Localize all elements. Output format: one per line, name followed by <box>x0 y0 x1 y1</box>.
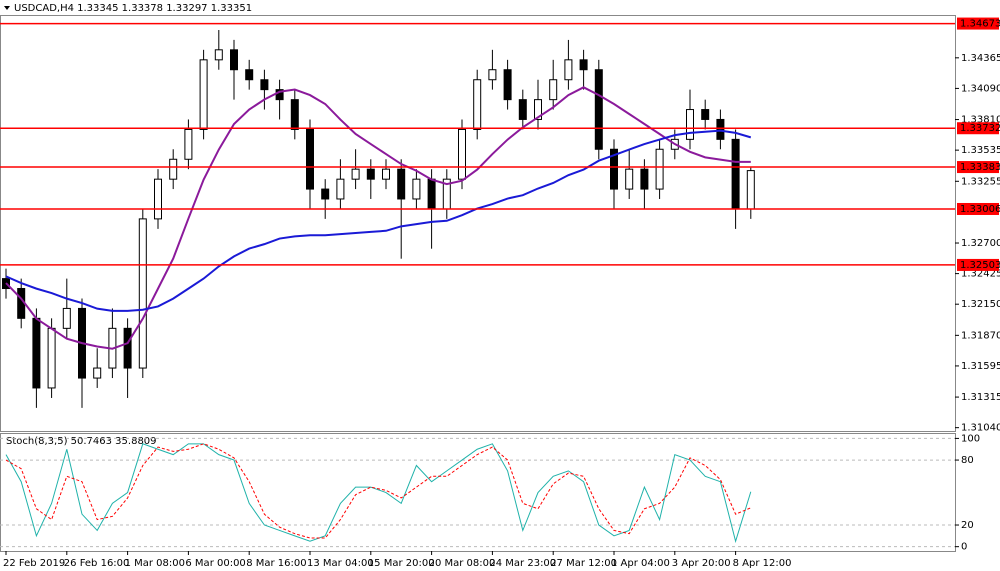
y-tick-label: 1.32150 <box>961 299 1000 310</box>
candle-body <box>518 99 527 120</box>
candle-body <box>169 158 178 180</box>
candle-body <box>123 327 132 369</box>
level-label-box <box>957 17 999 30</box>
candle-body <box>32 317 41 389</box>
x-tick-label: 26 Feb 16:00 <box>64 558 130 569</box>
candle-body <box>47 327 56 389</box>
level-label: 1.34673 <box>960 19 1000 30</box>
level-label: 1.33383 <box>960 162 1000 173</box>
level-label: 1.33732 <box>960 123 1000 134</box>
candle-body <box>154 178 162 220</box>
level-label-box <box>957 202 999 215</box>
candle-body <box>306 128 314 190</box>
y-tick-label: 1.34090 <box>961 83 1000 94</box>
y-tick-label: 1.31040 <box>961 423 1000 434</box>
candle-body <box>260 79 269 91</box>
candle-body <box>351 168 360 180</box>
candle-body <box>230 49 238 71</box>
y-tick-label: 1.34365 <box>961 53 1000 64</box>
candle-body <box>214 49 223 61</box>
level-label: 1.33006 <box>960 204 1000 215</box>
x-tick-label: 15 Mar 20:00 <box>368 558 435 569</box>
panel-title: Stoch(8,3,5) 50.7463 35.8809 <box>6 436 157 447</box>
x-tick-label: 8 Apr 12:00 <box>733 558 792 569</box>
x-tick-label: 3 Apr 20:00 <box>672 558 731 569</box>
y-tick-label: 1.33810 <box>961 115 1000 126</box>
candle-body <box>458 128 466 180</box>
candle-body <box>93 367 102 379</box>
y-tick-label: 1.32425 <box>961 269 1000 280</box>
candle-body <box>138 218 147 369</box>
candle-body <box>610 148 618 190</box>
x-tick-label: 8 Mar 16:00 <box>246 558 306 569</box>
panel-title: USDCAD,H4 1.33345 1.33378 1.33297 1.3335… <box>14 3 252 14</box>
candle-body <box>655 148 664 190</box>
candle-body <box>62 307 71 329</box>
y-tick-label: 1.31315 <box>961 392 1000 403</box>
y-tick-label: 80 <box>961 455 974 466</box>
candle-body <box>701 109 710 120</box>
y-tick-label: 1.31595 <box>961 361 1000 372</box>
y-tick-label: 1.33255 <box>961 176 1000 187</box>
candle-body <box>366 168 375 180</box>
candle-body <box>321 188 330 200</box>
candle-body <box>184 128 193 160</box>
candle-body <box>336 178 345 200</box>
level-label-box <box>957 122 999 135</box>
candle-body <box>245 69 254 81</box>
candle-body <box>397 168 406 200</box>
candle-body <box>290 99 299 130</box>
candle-body <box>594 69 603 150</box>
y-tick-label: 1.32700 <box>961 238 1000 249</box>
candle-body <box>549 79 558 101</box>
candle-body <box>625 168 634 190</box>
y-tick-label: 1.31870 <box>961 330 1000 341</box>
candle-body <box>412 178 421 200</box>
x-tick-label: 6 Mar 00:00 <box>185 558 245 569</box>
x-tick-label: 13 Mar 04:00 <box>307 558 374 569</box>
candle-body <box>731 138 740 210</box>
y-tick-label: 0 <box>961 542 967 553</box>
candle-body <box>534 99 542 120</box>
candle-body <box>473 79 482 130</box>
y-tick-label: 20 <box>961 520 974 531</box>
level-label-box <box>957 258 999 271</box>
candle-body <box>746 170 755 210</box>
indicator-line <box>5 443 751 539</box>
main-panel-frame <box>0 15 956 432</box>
indicator-line <box>5 443 752 544</box>
indicator-line <box>5 129 752 312</box>
candle-body <box>488 69 497 81</box>
candle-body <box>503 69 512 101</box>
x-tick-label: 20 Mar 08:00 <box>429 558 496 569</box>
candle-body <box>564 59 573 81</box>
stoch-panel-frame <box>0 433 956 552</box>
x-tick-label: 22 Feb 2019 <box>3 558 65 569</box>
symbol-menu-arrow[interactable] <box>4 6 10 10</box>
candle-body <box>199 59 208 130</box>
y-tick-label: 1.33535 <box>961 145 1000 156</box>
candle-body <box>686 109 694 140</box>
level-label: 1.32503 <box>960 260 1000 271</box>
x-tick-label: 1 Mar 08:00 <box>125 558 185 569</box>
x-tick-label: 24 Mar 23:00 <box>489 558 556 569</box>
y-tick-label: 100 <box>961 433 980 444</box>
candle-body <box>579 59 588 71</box>
candle-body <box>640 168 649 190</box>
candle-body <box>716 118 725 140</box>
candle-body <box>382 168 390 180</box>
indicator-line <box>5 86 751 350</box>
x-tick-label: 1 Apr 04:00 <box>611 558 670 569</box>
x-tick-label: 27 Mar 12:00 <box>550 558 617 569</box>
candle-body <box>427 178 436 210</box>
level-label-box <box>957 161 999 174</box>
